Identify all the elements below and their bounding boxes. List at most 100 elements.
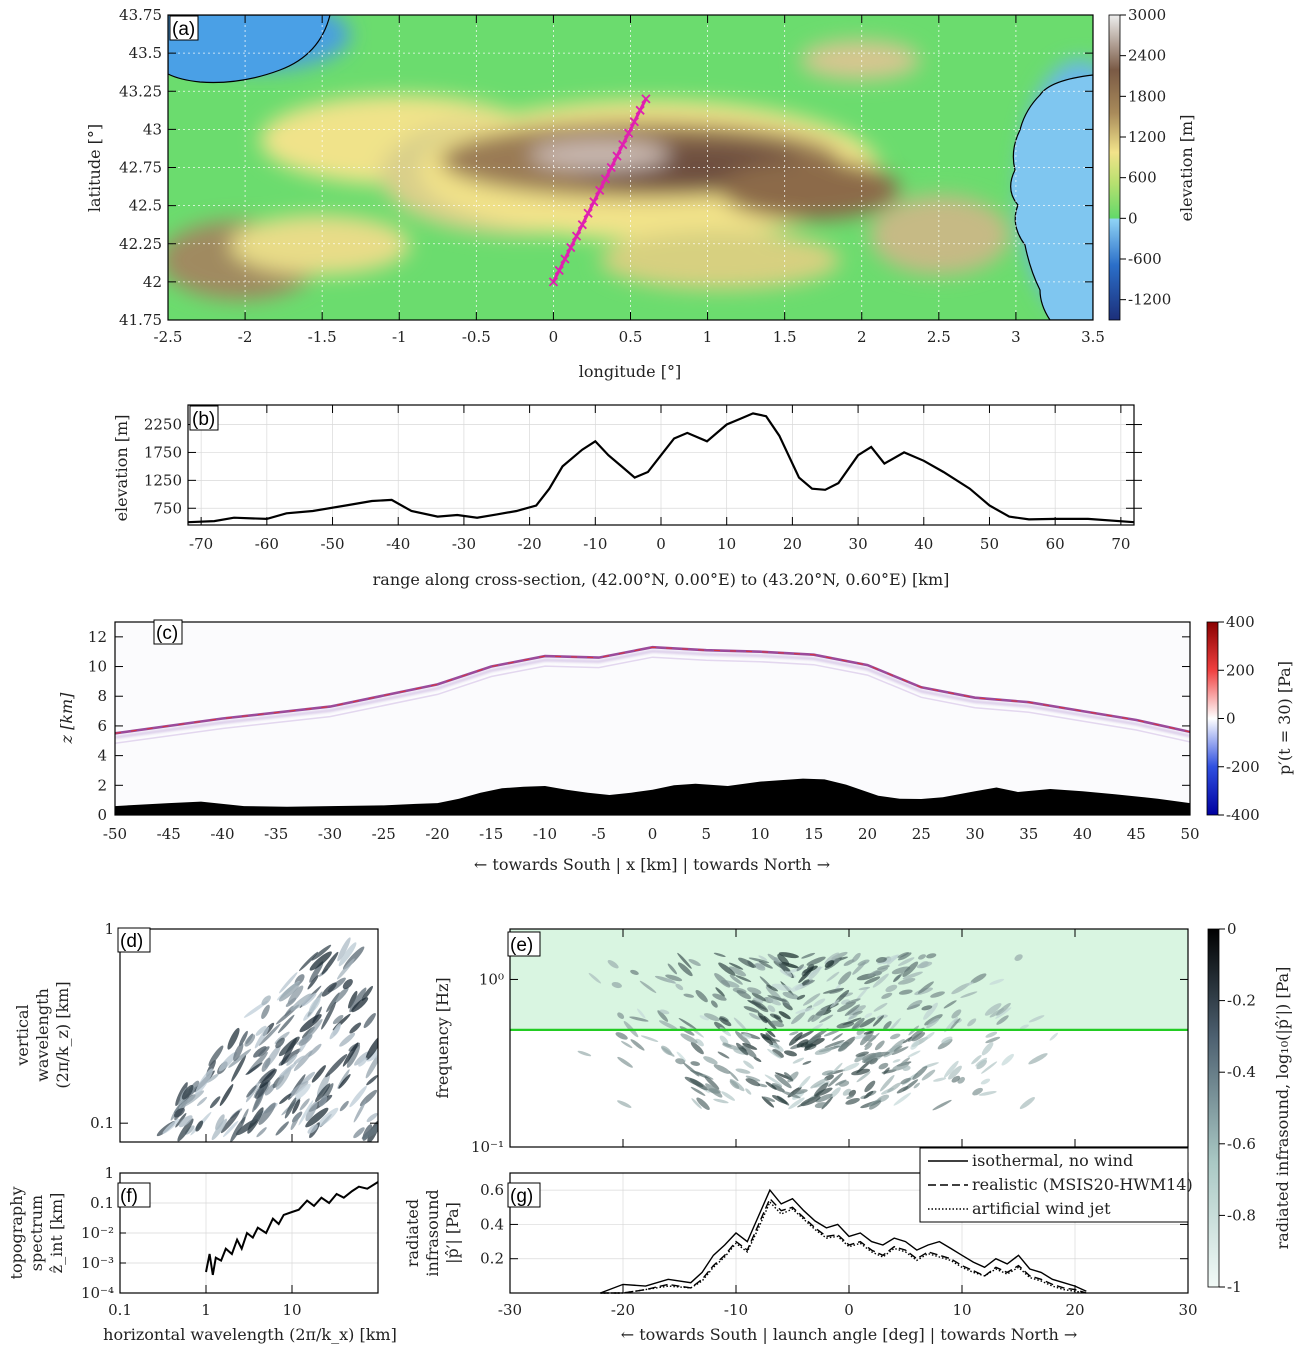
infrasound-streak — [1028, 1053, 1048, 1065]
infrasound-streak — [951, 1075, 961, 1083]
spectrum-streak — [230, 1116, 246, 1142]
spectrum-streak — [361, 985, 373, 1001]
spectrum-streak — [321, 1001, 337, 1030]
infrasound-streak — [705, 1083, 723, 1098]
panel-a-ylabel: latitude [°] — [85, 124, 104, 212]
panel-g-ylabel-2: infrasound — [423, 1189, 442, 1276]
infrasound-streak — [713, 1098, 729, 1104]
panel-b-elevation-profile: -70 -60 -50 -40 -30 -20 -10 0 10 20 30 40 50 60 70 2250… — [112, 404, 1142, 589]
elevation-profile-line — [187, 412, 1135, 524]
infrasound-streak — [806, 956, 826, 966]
infrasound-streak — [665, 974, 683, 982]
infrasound-streak — [918, 954, 926, 960]
panel-d-label-box — [117, 927, 151, 953]
infrasound-streak — [798, 966, 814, 984]
x-tick-label: -10 — [583, 535, 607, 553]
infrasound-streak — [919, 960, 929, 969]
infrasound-streak — [863, 1031, 874, 1035]
spectrum-streak — [311, 1065, 326, 1083]
infrasound-streak — [815, 1093, 833, 1103]
infrasound-streak — [923, 1002, 938, 1020]
infrasound-colorbar — [1207, 928, 1220, 1288]
infrasound-streak — [683, 993, 695, 998]
panel-a-elevation-map: -2.5 -2 -1.5 -1 -0.5 0 0.5 1 1.5 2 2.5 3 3.5 43.75 43.… — [85, 6, 1196, 381]
spectrum-streak — [294, 1083, 311, 1100]
infrasound-streak — [893, 1092, 912, 1106]
infrasound-streak — [801, 952, 816, 959]
infrasound-streak — [951, 1009, 962, 1019]
infrasound-streak — [733, 1017, 748, 1032]
colorbar-tick-label: -1200 — [1128, 291, 1171, 309]
infrasound-streak — [611, 981, 622, 989]
infrasound-streak — [837, 1001, 856, 1013]
infrasound-streak — [844, 1004, 860, 1017]
x-tick-label: 40 — [1073, 825, 1092, 843]
infrasound-streak — [748, 1012, 762, 1021]
y-tick-label: 42 — [143, 273, 162, 291]
spectrum-streak — [279, 1093, 292, 1105]
colorbar-tick-label: -0.4 — [1227, 1063, 1256, 1081]
spectrum-streak — [218, 1051, 237, 1072]
spectrum-streak — [228, 1048, 252, 1068]
panel-e-label: (e) — [510, 935, 533, 956]
spectrum-streak — [337, 1069, 350, 1089]
pressure-colorbar-label: p′(t = 30) [Pa] — [1275, 661, 1294, 775]
y-tick-label: 1750 — [144, 443, 182, 461]
infrasound-streak — [791, 983, 803, 992]
pressure-field-background — [115, 622, 1190, 815]
infrasound-streak — [877, 965, 890, 970]
spectrum-streak — [354, 1051, 370, 1066]
spectrum-streak — [259, 1069, 277, 1089]
infrasound-streak — [688, 959, 701, 967]
elevation-colorbar-ticks: 3000 2400 1800 1200 600 0 -600 -1200 — [1120, 6, 1171, 309]
infrasound-streak — [970, 973, 987, 984]
infrasound-streak — [819, 1014, 834, 1023]
infrasound-streak — [932, 1099, 952, 1111]
panel-d-label: (d) — [120, 931, 143, 952]
infrasound-streak — [857, 959, 870, 966]
infrasound-streak — [802, 1060, 812, 1065]
spectrum-streak — [311, 944, 332, 961]
infrasound-field — [577, 951, 1059, 1111]
x-tick-label: 0 — [549, 328, 559, 346]
infrasound-streak — [907, 1050, 921, 1058]
spectrum-streak — [209, 1096, 221, 1109]
infrasound-streak — [827, 1072, 844, 1087]
x-tick-label: -0.5 — [462, 328, 491, 346]
infrasound-streak — [796, 1039, 809, 1048]
spectrum-streak — [175, 1112, 187, 1128]
infrasound-streak — [577, 1050, 592, 1057]
x-tick-label: 0 — [656, 535, 666, 553]
spectrum-streak — [349, 987, 367, 1013]
x-tick-label: 1 — [703, 328, 713, 346]
spectrum-streak — [299, 1014, 322, 1033]
infrasound-streak — [712, 993, 727, 1001]
x-tick-label: 50 — [1180, 825, 1199, 843]
infrasound-streak — [762, 1096, 776, 1102]
y-tick-label: 43.75 — [119, 6, 162, 24]
spectrum-streak — [284, 1097, 297, 1119]
panel-d-ylabel-2: wavelength — [33, 988, 52, 1082]
infrasound-streak — [703, 1013, 720, 1022]
transect-marker — [560, 254, 570, 264]
infrasound-streak — [1028, 1015, 1045, 1023]
x-tick-label: 0.5 — [619, 328, 643, 346]
infrasound-streak — [1019, 1097, 1035, 1110]
infrasound-streak — [735, 1031, 751, 1046]
infrasound-streak — [728, 1070, 739, 1082]
panel-b-label: (b) — [192, 409, 215, 430]
panel-d-ylabel-1: vertical — [13, 1004, 32, 1066]
infrasound-streak — [898, 952, 912, 961]
infrasound-streak — [838, 1080, 850, 1087]
x-tick-label: 0.1 — [108, 1301, 132, 1319]
infrasound-streak — [926, 1017, 940, 1029]
infrasound-streak — [967, 1018, 977, 1027]
infrasound-streak — [907, 1027, 925, 1042]
spectrum-streak — [349, 1022, 362, 1034]
wavefront-peaks — [115, 646, 1190, 734]
x-tick-label: -35 — [264, 825, 288, 843]
infrasound-streak — [699, 1015, 709, 1021]
y-tick-label: 43.25 — [119, 82, 162, 100]
panel-b-ylabel: elevation [m] — [112, 415, 131, 522]
